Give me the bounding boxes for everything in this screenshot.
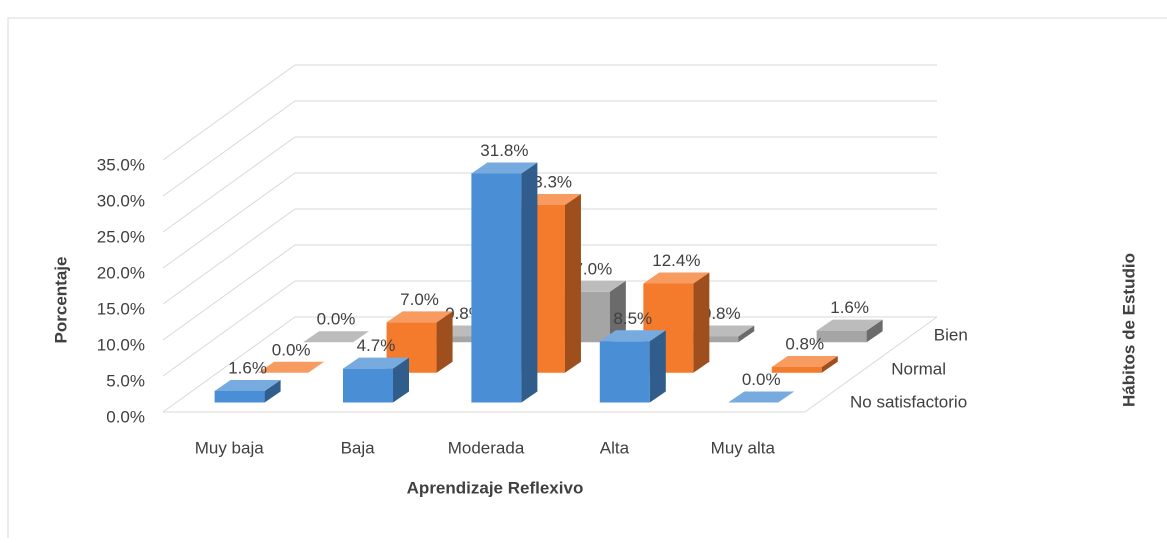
bar-front	[771, 367, 822, 373]
bar-top	[771, 356, 838, 368]
x-tick-label: Baja	[341, 438, 376, 457]
data-label: 0.8%	[785, 335, 824, 354]
bar	[599, 330, 666, 403]
bar-top	[599, 330, 666, 342]
data-label: 31.8%	[480, 141, 528, 160]
bar-side	[738, 325, 755, 343]
y-tick-label: 35.0%	[97, 155, 145, 174]
data-label: 4.7%	[357, 336, 396, 355]
grid-line	[162, 244, 937, 341]
grid-line	[162, 280, 937, 377]
data-label: 8.5%	[613, 309, 652, 328]
x-tick-label: Alta	[600, 438, 630, 457]
grid-line	[162, 100, 937, 197]
bar-side	[609, 280, 626, 343]
bar-top	[728, 391, 795, 403]
y-tick-label: 25.0%	[97, 227, 145, 246]
bar-side	[521, 162, 538, 403]
series-label: Bien	[934, 325, 968, 344]
bar-side	[564, 194, 581, 373]
data-label: 7.0%	[573, 259, 612, 278]
floor-edge	[804, 316, 938, 413]
grid-line	[162, 316, 937, 413]
bar-top	[258, 361, 325, 373]
bar	[771, 356, 838, 373]
data-label: 0.0%	[272, 340, 311, 359]
bar-side	[393, 357, 409, 403]
y-axis-title: Porcentaje	[51, 257, 70, 344]
y-tick-label: 0.0%	[106, 407, 145, 426]
bar	[343, 357, 409, 403]
z-axis-title: Hábitos de Estudio	[1119, 253, 1138, 407]
x-tick-label: Moderada	[448, 438, 525, 457]
chart-frame	[7, 17, 1167, 543]
x-axis-title: Aprendizaje Reflexivo	[407, 478, 584, 497]
bar-side	[821, 356, 838, 373]
bar-top	[471, 162, 538, 174]
y-tick-label: 30.0%	[97, 191, 145, 210]
grid-line	[162, 64, 937, 161]
series-label: No satisfactorio	[850, 392, 967, 411]
data-label: 0.8%	[702, 304, 741, 323]
y-tick-label: 15.0%	[97, 299, 145, 318]
data-label: 12.4%	[652, 251, 700, 270]
bar-side	[866, 319, 883, 343]
bar-top	[643, 272, 710, 284]
bar	[816, 319, 883, 343]
bar	[471, 162, 538, 403]
x-tick-label: Muy alta	[711, 438, 776, 457]
bar	[214, 379, 281, 403]
bar-side	[693, 272, 710, 373]
data-label: 7.0%	[400, 290, 439, 309]
data-label: 1.6%	[228, 358, 267, 377]
bar-top	[816, 319, 883, 331]
bar-side	[264, 379, 281, 403]
bar-front	[343, 368, 393, 403]
bar-side	[649, 330, 666, 403]
bar	[258, 361, 325, 373]
bar-side	[436, 311, 453, 373]
y-tick-label: 10.0%	[97, 335, 145, 354]
bar-top	[214, 379, 281, 391]
grid-line	[162, 208, 937, 305]
grid-line	[162, 136, 937, 233]
bar-top	[303, 331, 370, 343]
bar-top	[386, 311, 453, 323]
bar-front	[214, 390, 265, 403]
bar-front	[471, 173, 522, 403]
y-tick-label: 20.0%	[97, 263, 145, 282]
bar-front	[816, 330, 867, 343]
data-label: 0.0%	[317, 310, 356, 329]
bar	[303, 331, 370, 343]
bar-top	[343, 357, 409, 369]
grid-line	[162, 172, 937, 269]
y-tick-label: 5.0%	[106, 371, 145, 390]
bar-front	[599, 341, 650, 403]
data-label: 1.6%	[830, 298, 869, 317]
series-label: Normal	[891, 359, 946, 378]
data-label: 0.0%	[742, 370, 781, 389]
x-tick-label: Muy baja	[195, 438, 265, 457]
bar	[728, 391, 795, 403]
